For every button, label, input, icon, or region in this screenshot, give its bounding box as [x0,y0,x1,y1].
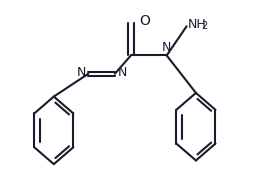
Text: N: N [162,41,171,54]
Text: 2: 2 [201,21,207,31]
Text: O: O [139,14,150,28]
Text: N: N [76,66,86,79]
Text: N: N [117,66,127,79]
Text: NH: NH [188,18,207,31]
